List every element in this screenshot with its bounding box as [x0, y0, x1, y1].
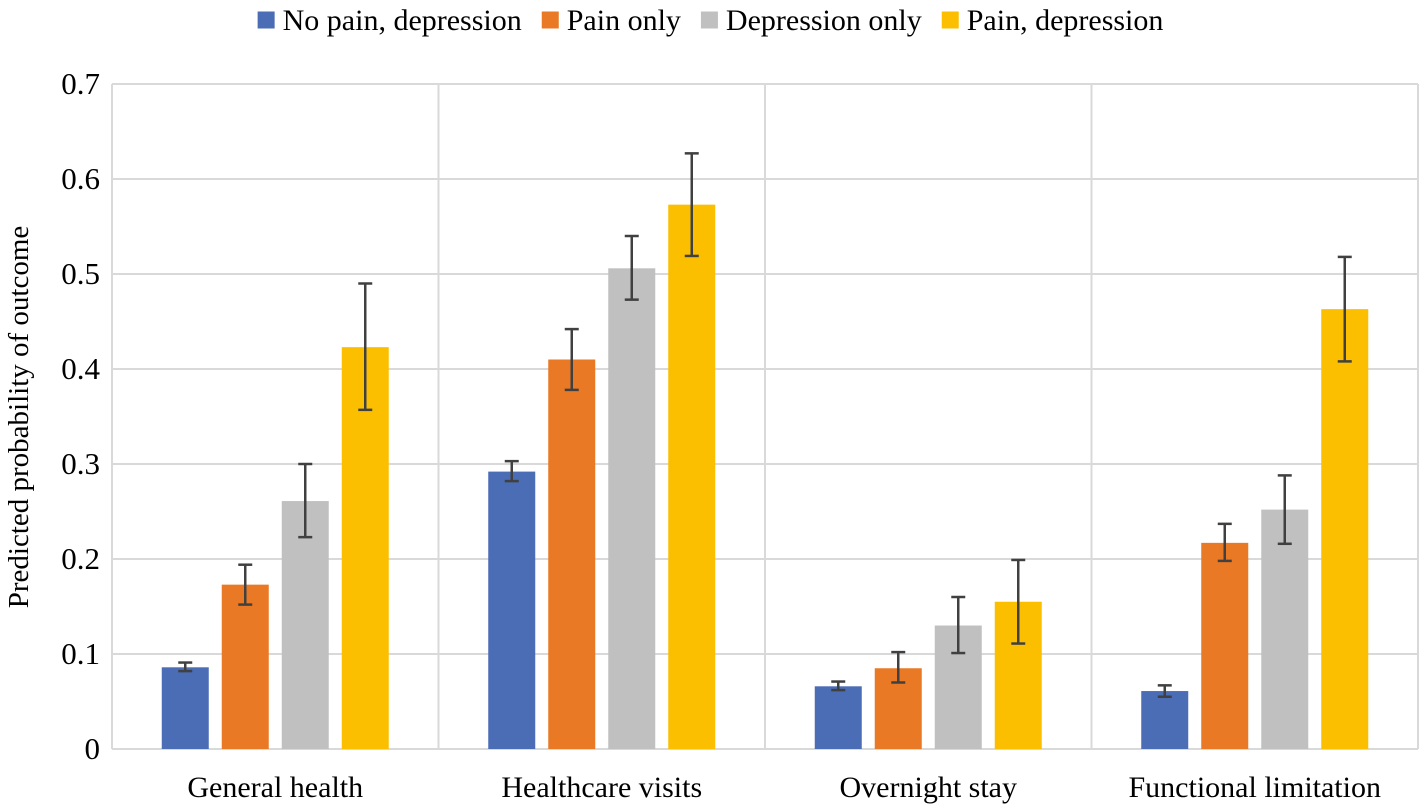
legend-label: Pain only [567, 4, 681, 37]
x-category-label-overnight-stay: Overnight stay [840, 771, 1017, 804]
error-bar-pain-only-healthcare-visits [564, 327, 579, 392]
error-bar-pain-depression-overnight-stay [1011, 558, 1026, 645]
y-tick-label-1: 0.1 [61, 636, 100, 671]
error-bar-depression-only-functional-limitation [1277, 474, 1292, 546]
y-tick-label-5: 0.5 [61, 256, 100, 291]
y-axis-title: Predicted probability of outcome [3, 226, 35, 609]
error-bar-depression-only-healthcare-visits [624, 234, 639, 301]
x-category-label-general-health: General health [187, 771, 363, 804]
error-bar-pain-depression-general-health [358, 282, 373, 412]
error-bars [178, 152, 1352, 698]
y-tick-label-2: 0.2 [61, 541, 100, 576]
bar-pain-depression-general-health [341, 347, 389, 749]
legend-swatch [541, 11, 559, 29]
bar-pain-depression-healthcare-visits [668, 204, 716, 749]
legend-label: Pain, depression [967, 4, 1164, 37]
bar-pain-only-functional-limitation [1201, 542, 1249, 749]
bar-depression-only-functional-limitation [1261, 509, 1309, 749]
x-axis-categories: General health Healthcare visits Overnight… [187, 771, 1381, 804]
legend: No pain, depression Pain only Depression o… [257, 4, 1164, 37]
y-tick-label-0: 0 [85, 731, 101, 766]
error-bar-pain-depression-healthcare-visits [684, 152, 699, 258]
error-bar-depression-only-general-health [298, 462, 313, 539]
bar-pain-only-general-health [221, 584, 269, 749]
bars [161, 204, 1369, 749]
error-bar-no-pain-depression-functional-limitation [1157, 684, 1172, 698]
y-tick-label-3: 0.3 [61, 446, 100, 481]
y-tick-label-7: 0.7 [61, 66, 100, 101]
y-tick-label-6: 0.6 [61, 161, 100, 196]
legend-item-pain-depression: Pain, depression [941, 4, 1164, 37]
error-bar-no-pain-depression-healthcare-visits [504, 459, 519, 483]
legend-swatch [700, 11, 718, 29]
bar-depression-only-healthcare-visits [608, 268, 656, 749]
error-bar-depression-only-overnight-stay [951, 595, 966, 655]
bar-no-pain-depression-overnight-stay [814, 686, 862, 749]
error-bar-no-pain-depression-general-health [178, 661, 193, 673]
y-tick-label-4: 0.4 [61, 351, 100, 386]
gridlines [111, 83, 1419, 750]
bar-no-pain-depression-functional-limitation [1141, 691, 1189, 749]
x-category-label-functional-limitation: Functional limitation [1129, 771, 1381, 804]
bar-depression-only-general-health [281, 501, 329, 749]
bar-pain-only-healthcare-visits [548, 359, 596, 749]
error-bar-no-pain-depression-overnight-stay [831, 680, 846, 692]
legend-item-pain-only: Pain only [541, 4, 681, 37]
legend-item-depression-only: Depression only [700, 4, 922, 37]
legend-label: No pain, depression [283, 4, 522, 37]
legend-item-no-pain-depression: No pain, depression [257, 4, 522, 37]
error-bar-pain-depression-functional-limitation [1337, 255, 1352, 363]
legend-swatch [257, 11, 275, 29]
error-bar-pain-only-overnight-stay [891, 650, 906, 684]
bar-no-pain-depression-healthcare-visits [488, 471, 536, 749]
bar-pain-depression-functional-limitation [1321, 309, 1369, 749]
legend-label: Depression only [726, 4, 922, 37]
error-bar-pain-only-general-health [238, 563, 253, 606]
error-bar-pain-only-functional-limitation [1217, 522, 1232, 563]
legend-swatch [941, 11, 959, 29]
x-category-label-healthcare-visits: Healthcare visits [501, 771, 702, 804]
y-axis-ticks: 0 0.1 0.2 0.3 0.4 0.5 0.6 0.7 [61, 66, 100, 766]
bar-no-pain-depression-general-health [161, 667, 209, 749]
